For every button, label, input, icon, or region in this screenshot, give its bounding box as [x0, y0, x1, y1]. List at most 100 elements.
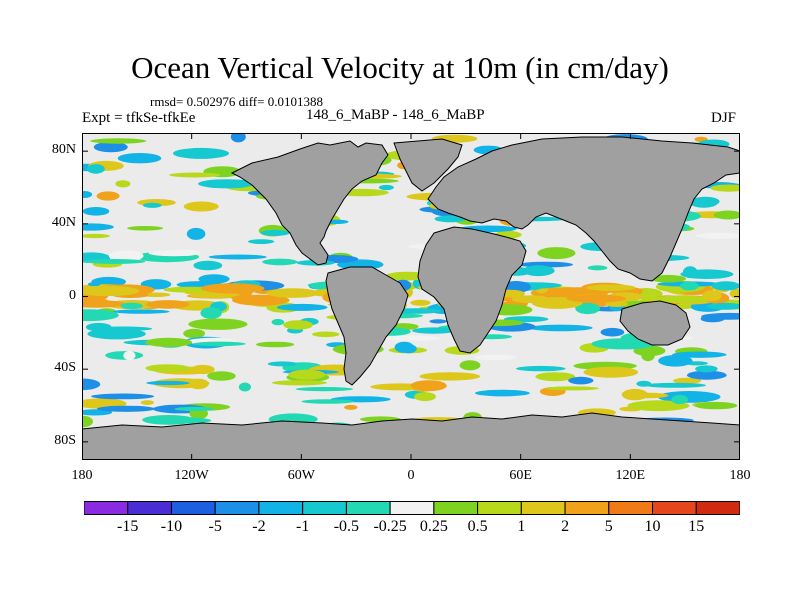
velocity-patch: [148, 250, 200, 257]
velocity-patch: [382, 335, 441, 341]
stats-text: rmsd= 0.502976 diff= 0.0101388: [150, 94, 323, 109]
velocity-patch: [266, 288, 320, 298]
velocity-patch: [641, 350, 655, 362]
velocity-patch: [183, 328, 205, 339]
velocity-patch: [256, 341, 295, 348]
velocity-patch: [713, 210, 740, 220]
velocity-patch: [208, 254, 267, 260]
velocity-patch: [82, 223, 114, 231]
velocity-patch: [695, 365, 718, 373]
greenland: [393, 138, 463, 192]
colorbar-boxes: [84, 501, 740, 515]
north-america: [230, 140, 389, 266]
velocity-patch: [400, 344, 417, 354]
velocity-patch: [710, 184, 740, 192]
lon-tick-label: 120W: [174, 468, 209, 483]
land-masses: [82, 136, 740, 460]
velocity-patch: [586, 284, 636, 291]
colorbar-label: -10: [160, 518, 183, 535]
velocity-patch: [83, 259, 146, 264]
velocity-patch: [188, 318, 248, 330]
velocity-patch: [537, 247, 576, 260]
colorbar-label: 5: [604, 518, 613, 535]
velocity-patch: [193, 341, 246, 347]
plot-title: Ocean Vertical Velocity at 10m (in cm/da…: [131, 50, 669, 85]
velocity-patch: [649, 274, 687, 283]
colorbar-swatch: [170, 501, 216, 515]
axis-ticks: [82, 133, 740, 460]
velocity-patch: [459, 360, 481, 371]
velocity-patch: [516, 365, 566, 372]
velocity-patch: [248, 239, 275, 244]
velocity-patch: [312, 331, 340, 338]
colorbar-label: -2: [252, 518, 266, 535]
velocity-patch: [378, 184, 394, 191]
velocity-patch: [142, 202, 162, 208]
velocity-patch: [671, 394, 689, 405]
velocity-patch: [145, 337, 193, 347]
velocity-patch: [117, 153, 162, 164]
velocity-patch: [198, 274, 230, 284]
velocity-patch: [207, 371, 236, 381]
velocity-patch: [145, 364, 190, 373]
colorbar-label: -5: [208, 518, 222, 535]
colorbar-swatch: [608, 501, 654, 515]
velocity-patch: [682, 266, 698, 279]
velocity-patch: [82, 309, 119, 322]
colorbar-swatch: [258, 501, 304, 515]
velocity-patch: [419, 372, 481, 381]
velocity-patch: [410, 299, 431, 306]
velocity-patch: [686, 370, 727, 380]
velocity-patch: [528, 324, 593, 332]
velocity-patch: [434, 215, 467, 223]
velocity-patch: [82, 191, 93, 198]
velocity-patch: [511, 295, 551, 304]
colorbar-swatch: [564, 501, 610, 515]
lon-tick-label: 180: [71, 468, 93, 483]
velocity-patch: [695, 232, 740, 239]
velocity-patch: [412, 327, 456, 334]
colorbar-label: 10: [644, 518, 661, 535]
colorbar-swatch: [520, 501, 566, 515]
velocity-patch: [276, 303, 328, 311]
velocity-patch: [115, 180, 131, 188]
map-plot: [82, 133, 740, 460]
colorbar-swatch: [695, 501, 740, 515]
velocity-patch: [173, 147, 229, 159]
lon-tick-label: 60W: [287, 468, 315, 483]
velocity-patch: [591, 338, 656, 350]
velocity-patch: [690, 198, 718, 208]
velocity-patch: [140, 400, 154, 405]
velocity-patch: [90, 138, 147, 144]
velocity-patch: [112, 309, 170, 314]
colorbar-swatch: [345, 501, 391, 515]
velocity-patch: [672, 351, 727, 358]
velocity-patch: [566, 294, 627, 303]
velocity-patch: [295, 387, 353, 392]
velocity-patch: [535, 372, 576, 382]
lat-tick-label: 40S: [54, 360, 76, 376]
velocity-patch: [146, 380, 190, 386]
velocity-patch: [146, 300, 190, 309]
colorbar-label: -15: [117, 518, 139, 535]
lat-tick-label: 40N: [51, 214, 76, 230]
velocity-patch: [568, 376, 594, 385]
colorbar-label: 0.5: [467, 518, 488, 535]
colorbar-swatch: [477, 501, 522, 515]
velocity-patch: [694, 401, 738, 410]
velocity-patch: [702, 290, 722, 302]
velocity-patch: [410, 380, 447, 392]
velocity-patch: [700, 315, 725, 323]
velocity-patch: [127, 226, 164, 231]
velocity-patch: [288, 369, 326, 380]
velocity-patch: [96, 191, 120, 201]
colorbar-swatch: [433, 501, 479, 515]
velocity-patch: [82, 297, 110, 308]
colorbar-label: -1: [295, 518, 310, 535]
velocity-patch: [231, 295, 265, 301]
velocity-patch: [658, 355, 693, 367]
colorbar-swatch: [214, 501, 260, 515]
velocity-patch: [82, 415, 93, 428]
velocity-patch: [82, 285, 140, 297]
colorbar-swatch: [84, 501, 129, 515]
